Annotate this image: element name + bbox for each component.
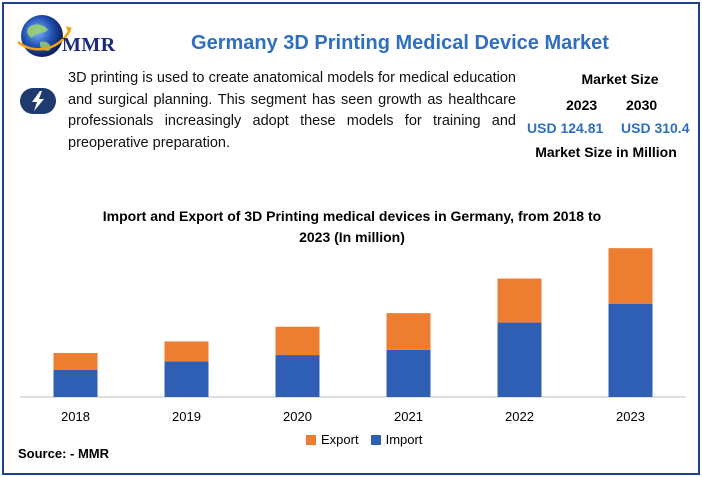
bar-export-2021 [386,313,431,350]
globe-icon [17,15,72,57]
market-size-value-end: USD 310.4 [621,120,690,136]
legend-item-export: Export [306,432,359,447]
bar-export-2023 [608,248,653,304]
bar-export-2020 [275,326,320,356]
market-size-year-end: 2030 [626,97,658,113]
bar-import-2020 [275,355,320,397]
chart-legend: Export Import [306,432,434,447]
bar-import-2018 [53,369,98,397]
x-tick-label-2022: 2022 [505,409,534,424]
bar-import-2023 [608,303,653,397]
segment-description: 3D printing is used to create anatomical… [68,70,516,151]
bar-export-2019 [164,341,209,362]
legend-label-import: Import [385,432,423,447]
x-tick-label-2023: 2023 [616,409,645,424]
mmr-logo [14,12,124,60]
logo-text: MMR [62,34,116,56]
chart-title: Import and Export of 3D Printing medical… [102,208,602,245]
legend-label-export: Export [321,432,359,447]
bolt-badge [20,88,56,114]
bar-import-2021 [386,349,431,397]
source-note: Source: - MMR [18,446,109,461]
bar-import-2019 [164,361,209,397]
market-size-title: Market Size [581,71,659,87]
market-size-value-start: USD 124.81 [527,120,604,136]
bar-export-2022 [497,278,542,323]
bar-import-2022 [497,322,542,397]
bar-export-2018 [53,352,98,370]
legend-item-import: Import [370,432,423,447]
x-tick-label-2021: 2021 [394,409,423,424]
x-tick-label-2018: 2018 [61,409,90,424]
x-tick-label-2020: 2020 [283,409,312,424]
market-size-year-start: 2023 [566,97,598,113]
market-size-footer: Market Size in Million [535,144,677,160]
lightning-bolt-icon [32,91,44,111]
x-tick-label-2019: 2019 [172,409,201,424]
page-title: Germany 3D Printing Medical Device Marke… [191,32,609,54]
legend-swatch-import [370,434,381,445]
legend-swatch-export [306,434,316,445]
